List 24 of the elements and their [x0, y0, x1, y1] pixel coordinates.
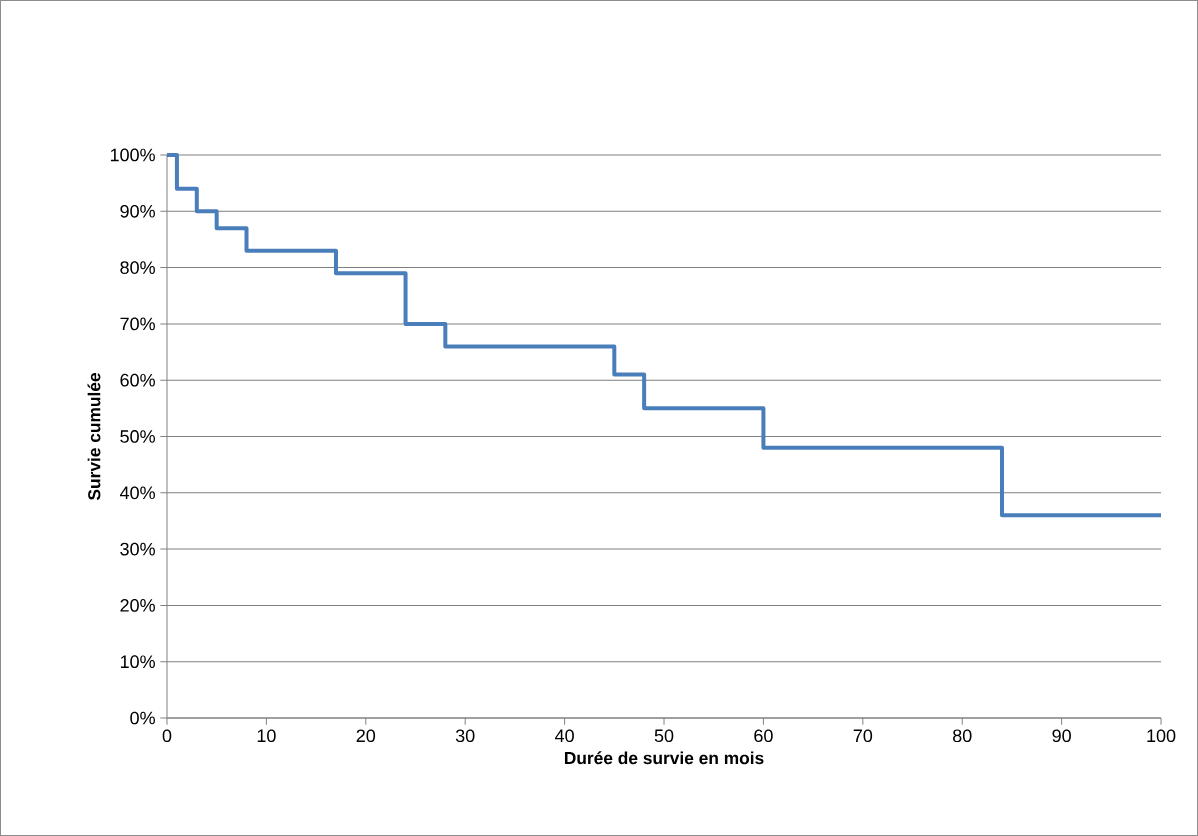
y-tick-label: 0% — [130, 711, 155, 725]
y-tick-label: 50% — [120, 430, 155, 443]
x-axis-title: Durée de survie en mois — [564, 751, 764, 765]
y-tick-label: 100% — [110, 148, 155, 162]
x-tick-label: 50 — [654, 729, 674, 743]
x-tick-label: 0 — [162, 729, 172, 743]
y-tick-label: 80% — [120, 261, 155, 274]
y-tick-label: 20% — [120, 599, 155, 612]
x-tick-label: 90 — [1052, 729, 1071, 743]
x-tick-label: 70 — [853, 729, 873, 743]
y-tick-label: 90% — [120, 204, 155, 218]
y-tick-label: 40% — [119, 486, 155, 500]
y-axis-title: Survie cumulée — [87, 373, 101, 501]
y-tick-label: 10% — [120, 655, 155, 669]
x-tick-label: 80 — [952, 729, 972, 743]
x-tick-label: 30 — [455, 729, 475, 743]
x-tick-label: 40 — [555, 729, 574, 743]
y-tick-label: 30% — [120, 542, 155, 556]
x-tick-label: 10 — [257, 729, 276, 743]
x-tick-label: 20 — [356, 729, 376, 743]
x-tick-label: 60 — [754, 729, 773, 743]
y-tick-label: 70% — [120, 317, 155, 331]
y-tick-label: 60% — [120, 373, 155, 387]
x-tick-label: 100 — [1147, 729, 1176, 743]
